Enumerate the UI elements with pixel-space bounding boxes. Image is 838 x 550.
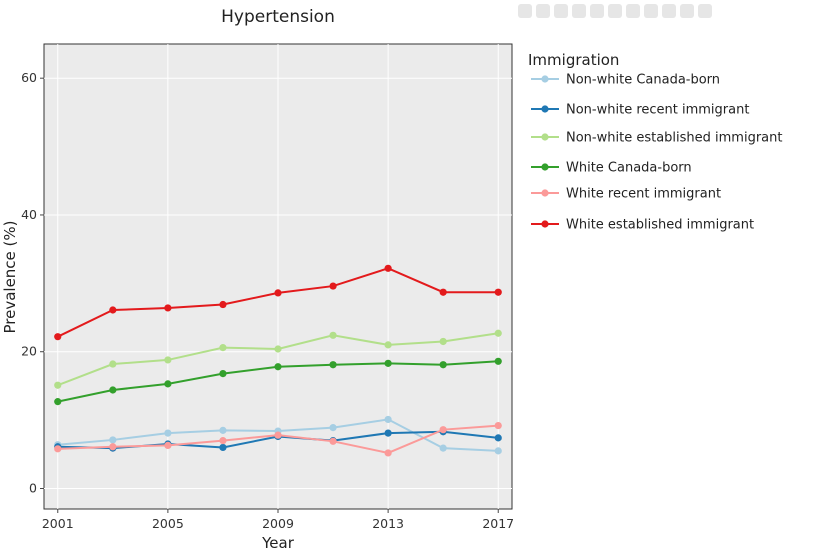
data-point[interactable]: [219, 370, 227, 378]
data-point[interactable]: [164, 356, 172, 364]
legend-item[interactable]: Non-white Canada-born: [531, 73, 720, 88]
data-point[interactable]: [219, 437, 227, 445]
series-3: [54, 357, 502, 406]
data-point[interactable]: [384, 359, 392, 367]
data-point[interactable]: [54, 398, 62, 406]
plot-modebar[interactable]: [518, 2, 712, 22]
data-point[interactable]: [494, 357, 502, 365]
data-point[interactable]: [274, 289, 282, 297]
data-point[interactable]: [329, 424, 337, 432]
reset-axes-icon[interactable]: [662, 4, 676, 18]
data-point[interactable]: [219, 443, 227, 452]
data-point[interactable]: [439, 444, 447, 452]
y-tick-label: 40: [21, 207, 37, 222]
data-point[interactable]: [384, 341, 392, 349]
data-point[interactable]: [439, 288, 447, 296]
legend-swatch-marker: [541, 105, 549, 113]
data-point[interactable]: [109, 443, 117, 451]
data-point[interactable]: [274, 431, 282, 439]
data-point[interactable]: [329, 437, 337, 445]
y-axis-title: Prevalence (%): [1, 220, 19, 333]
legend-swatch-marker: [541, 75, 549, 83]
y-tick-label: 0: [29, 480, 37, 495]
legend-label: White Canada-born: [566, 161, 692, 176]
data-point[interactable]: [164, 429, 172, 437]
data-point[interactable]: [219, 300, 227, 309]
data-point[interactable]: [109, 436, 117, 444]
data-point[interactable]: [384, 264, 392, 272]
chart-title: Hypertension: [221, 7, 335, 27]
data-point[interactable]: [109, 386, 117, 394]
data-point[interactable]: [274, 345, 282, 353]
data-point[interactable]: [439, 337, 447, 346]
legend-item[interactable]: White Canada-born: [531, 161, 692, 176]
legend-swatch-marker: [541, 189, 549, 197]
data-point[interactable]: [494, 421, 502, 430]
legend-item[interactable]: White established immigrant: [531, 218, 754, 233]
zoom-out-icon[interactable]: [626, 4, 640, 18]
camera-icon[interactable]: [518, 4, 532, 18]
data-point[interactable]: [439, 426, 447, 434]
data-point[interactable]: [439, 361, 447, 369]
series-5: [54, 264, 502, 341]
data-point[interactable]: [164, 441, 172, 450]
plotly-logo-icon[interactable]: [698, 4, 712, 18]
x-tick-label: 2009: [262, 516, 294, 531]
legend-swatch-marker: [541, 163, 549, 171]
legend-title: Immigration: [528, 51, 619, 69]
pan-icon[interactable]: [554, 4, 568, 18]
data-point[interactable]: [494, 329, 502, 337]
autoscale-icon[interactable]: [644, 4, 658, 18]
legend-label: Non-white established immigrant: [566, 131, 782, 146]
data-point[interactable]: [494, 434, 502, 442]
series-4: [54, 421, 502, 457]
data-point[interactable]: [54, 381, 62, 389]
legend-label: White recent immigrant: [566, 187, 721, 202]
data-point[interactable]: [109, 360, 117, 368]
data-point[interactable]: [329, 331, 337, 339]
series-2: [54, 329, 502, 389]
data-point[interactable]: [384, 415, 392, 424]
x-tick-label: 2001: [42, 516, 74, 531]
data-point[interactable]: [329, 361, 337, 369]
data-point[interactable]: [109, 306, 117, 314]
data-point[interactable]: [384, 429, 392, 437]
lasso-icon[interactable]: [590, 4, 604, 18]
legend-item[interactable]: Non-white recent immigrant: [531, 103, 749, 118]
data-point[interactable]: [54, 333, 62, 341]
x-tick-label: 2017: [482, 516, 514, 531]
data-point[interactable]: [494, 288, 502, 296]
legend-swatch-marker: [541, 220, 549, 228]
data-point[interactable]: [219, 344, 227, 352]
y-tick-label: 60: [21, 70, 37, 85]
y-tick-label: 20: [21, 344, 37, 359]
legend-item[interactable]: White recent immigrant: [531, 187, 721, 202]
zoom-icon[interactable]: [536, 4, 550, 18]
data-point[interactable]: [274, 363, 282, 371]
legend-swatch-marker: [541, 133, 549, 141]
zoom-in-icon[interactable]: [608, 4, 622, 18]
data-point[interactable]: [54, 445, 62, 453]
series-layer: [54, 264, 502, 457]
tick-labels: 2001 2005 2009 2013 2017 0 20 40 60: [21, 70, 514, 531]
legend-item[interactable]: Non-white established immigrant: [531, 131, 782, 146]
legend: Immigration Non-white Canada-born Non-whi…: [528, 51, 782, 233]
legend-label: White established immigrant: [566, 218, 754, 233]
data-point[interactable]: [219, 426, 227, 434]
toggle-spike-icon[interactable]: [680, 4, 694, 18]
data-point[interactable]: [384, 449, 392, 457]
data-point[interactable]: [494, 447, 502, 455]
box-select-icon[interactable]: [572, 4, 586, 18]
legend-label: Non-white recent immigrant: [566, 103, 749, 118]
x-tick-label: 2013: [372, 516, 404, 531]
data-point[interactable]: [164, 304, 172, 312]
x-tick-label: 2005: [152, 516, 184, 531]
data-point[interactable]: [164, 380, 172, 388]
legend-label: Non-white Canada-born: [566, 73, 720, 88]
x-axis-title: Year: [261, 534, 295, 550]
data-point[interactable]: [329, 282, 337, 290]
